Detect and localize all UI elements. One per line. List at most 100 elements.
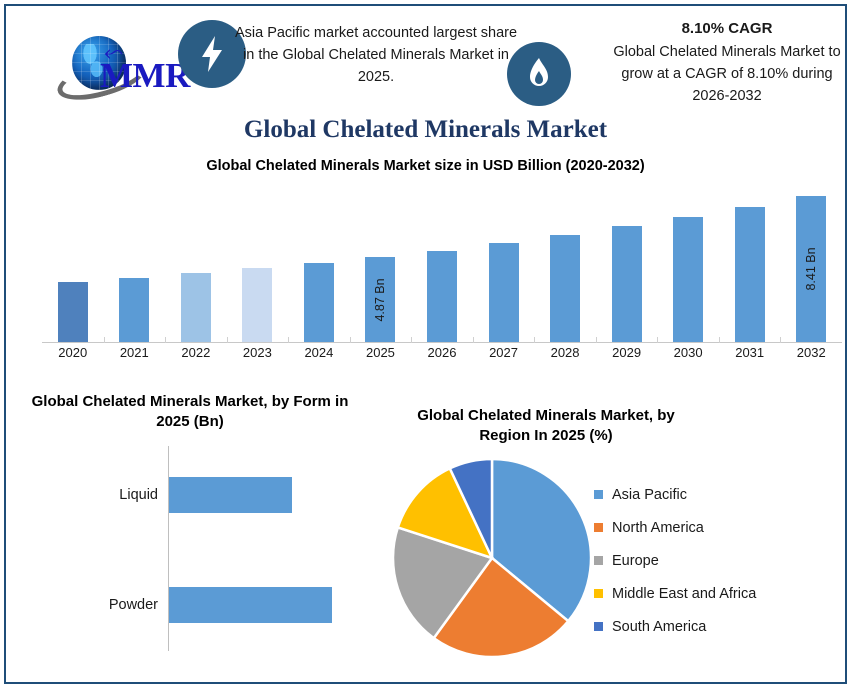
column-bar xyxy=(550,235,581,342)
column-bar xyxy=(119,278,150,342)
form-bar-row: Liquid xyxy=(20,474,370,516)
column-chart-plot: 4.87 Bn 8.41 Bn xyxy=(42,182,842,342)
axis-tick-mark xyxy=(349,337,351,343)
legend-color-swatch xyxy=(594,490,603,499)
column-bar-group xyxy=(104,182,166,342)
legend-item: Europe xyxy=(594,544,824,577)
form-bar-row: Powder xyxy=(20,584,370,626)
infographic-frame: ⤳ MMR Asia Pacific market accounted larg… xyxy=(4,4,847,684)
legend-label: Middle East and Africa xyxy=(612,585,757,602)
pie-slice xyxy=(396,466,495,561)
region-chart-title: Global Chelated Minerals Market, by Regi… xyxy=(417,407,675,445)
column-bar xyxy=(673,217,704,342)
header: ⤳ MMR Asia Pacific market accounted larg… xyxy=(6,6,845,110)
column-bar xyxy=(488,243,519,342)
column-chart-title: Global Chelated Minerals Market size in … xyxy=(206,158,645,174)
legend-color-swatch xyxy=(594,523,603,532)
legend-item: South America xyxy=(594,610,824,643)
column-tick-label: 2031 xyxy=(735,345,765,360)
column-tick-label: 2021 xyxy=(119,345,149,360)
axis-tick-mark xyxy=(595,337,597,343)
column-tick-label: 2032 xyxy=(796,345,826,360)
mmr-logo: ⤳ MMR xyxy=(20,18,190,109)
column-bar-group xyxy=(288,182,350,342)
column-bar xyxy=(303,263,334,342)
pie-slice xyxy=(490,457,593,623)
column-bar-group xyxy=(165,182,227,342)
column-bar xyxy=(180,273,211,342)
legend-color-swatch xyxy=(594,589,603,598)
axis-tick-mark xyxy=(657,337,659,343)
column-bar xyxy=(57,282,88,342)
axis-tick-mark xyxy=(288,337,290,343)
form-bar-fill xyxy=(169,587,332,623)
pie-slice xyxy=(432,556,571,659)
column-tick-label: 2028 xyxy=(550,345,580,360)
form-bar-label: Liquid xyxy=(119,487,158,503)
lightning-bolt-icon xyxy=(178,20,246,88)
axis-tick-mark xyxy=(534,337,536,343)
column-chart: 4.87 Bn 8.41 Bn 2020 2021 2022 2023 2024 2025 2… xyxy=(42,182,842,367)
legend-color-swatch xyxy=(594,556,603,565)
axis-tick-mark xyxy=(718,337,720,343)
region-legend: Asia Pacific North America Europe Middle Ea… xyxy=(594,478,824,643)
flame-drop-icon xyxy=(507,42,571,106)
column-bar-group xyxy=(411,182,473,342)
column-tick-label: 2026 xyxy=(427,345,457,360)
column-tick-label: 2023 xyxy=(242,345,272,360)
axis-tick-mark xyxy=(411,337,413,343)
column-tick-label: 2030 xyxy=(673,345,703,360)
column-bar-group xyxy=(719,182,781,342)
column-bar xyxy=(611,226,642,342)
page-title: Global Chelated Minerals Market xyxy=(243,116,608,143)
header-right-note: 8.10% CAGR Global Chelated Minerals Mark… xyxy=(602,18,851,107)
column-tick-label: 2020 xyxy=(58,345,88,360)
legend-label: North America xyxy=(612,519,704,536)
form-bar-fill xyxy=(169,477,292,513)
column-bar: 8.41 Bn xyxy=(796,196,827,342)
column-bar xyxy=(242,268,273,342)
column-bar-value-label: 8.41 Bn xyxy=(804,247,819,291)
axis-tick-mark xyxy=(472,337,474,343)
column-tick-label: 2027 xyxy=(489,345,518,360)
axis-tick-mark xyxy=(226,337,228,343)
column-tick-label: 2029 xyxy=(612,345,642,360)
column-chart-axis xyxy=(42,342,842,343)
form-chart-title: Global Chelated Minerals Market, by Form… xyxy=(31,393,349,431)
column-bar: 4.87 Bn xyxy=(365,257,396,342)
legend-color-swatch xyxy=(594,622,603,631)
axis-tick-mark xyxy=(780,337,782,343)
cagr-headline: 8.10% CAGR xyxy=(681,20,773,37)
form-chart-axis xyxy=(168,446,169,651)
column-tick-label: 2024 xyxy=(304,345,334,360)
axis-tick-mark xyxy=(103,337,105,343)
cagr-note: Global Chelated Minerals Market to grow … xyxy=(613,43,841,104)
column-bar-group: 8.41 Bn xyxy=(780,182,842,342)
column-bar-group xyxy=(534,182,596,342)
column-bar-group xyxy=(657,182,719,342)
legend-item: North America xyxy=(594,511,824,544)
column-bar-group xyxy=(473,182,535,342)
form-bar-label: Powder xyxy=(108,597,158,613)
legend-item: Middle East and Africa xyxy=(594,577,824,610)
legend-item: Asia Pacific xyxy=(594,478,824,511)
column-bar-group xyxy=(227,182,289,342)
pie-slice xyxy=(391,525,495,640)
globe-icon xyxy=(72,36,126,90)
column-tick-label: 2022 xyxy=(181,345,211,360)
column-tick-label: 2025 xyxy=(365,345,395,360)
column-bar-value-label: 4.87 Bn xyxy=(373,277,388,322)
column-bar xyxy=(426,251,457,342)
brand-name: MMR xyxy=(100,56,190,95)
pie-slice xyxy=(448,457,494,559)
column-bar-group: 4.87 Bn xyxy=(350,182,412,342)
header-left-note: Asia Pacific market accounted largest sh… xyxy=(234,25,518,86)
column-bar-group xyxy=(596,182,658,342)
axis-tick-mark xyxy=(165,337,167,343)
column-bar xyxy=(734,207,765,342)
column-bar-group xyxy=(42,182,104,342)
form-bar-chart: Liquid Powder xyxy=(20,446,370,661)
legend-label: Asia Pacific xyxy=(612,486,687,503)
region-pie-chart xyxy=(391,457,593,659)
legend-label: Europe xyxy=(612,552,659,569)
